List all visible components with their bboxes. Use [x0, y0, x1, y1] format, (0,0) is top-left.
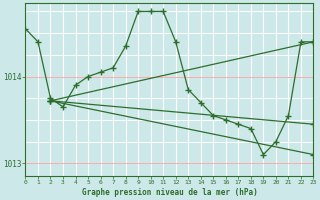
X-axis label: Graphe pression niveau de la mer (hPa): Graphe pression niveau de la mer (hPa)	[82, 188, 257, 197]
